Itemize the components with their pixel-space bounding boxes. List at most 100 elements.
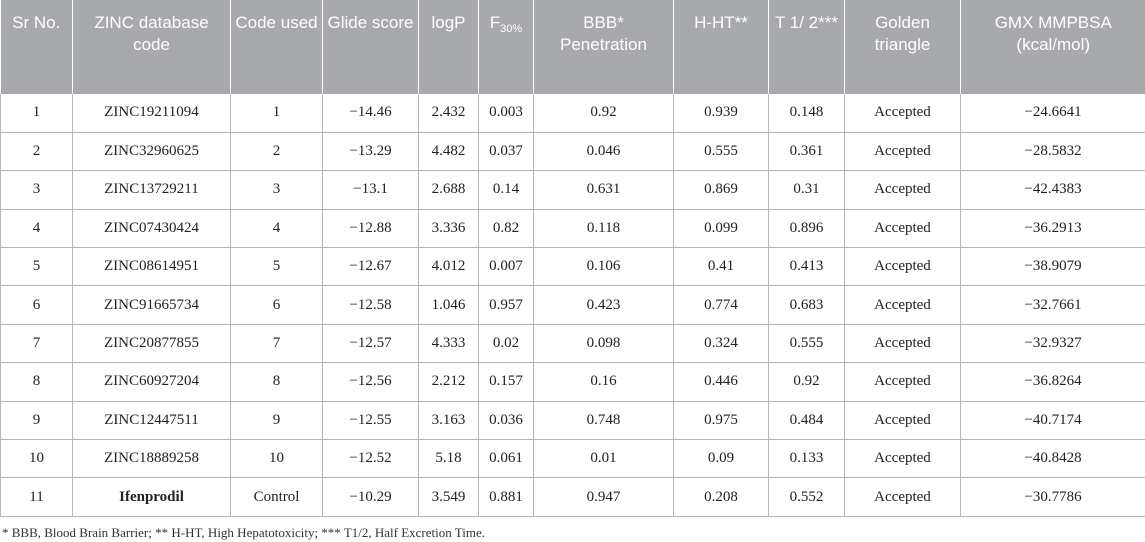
cell-gmx-mmpbsa: −32.9327 [960, 324, 1145, 364]
cell-gmx-mmpbsa: −36.8264 [960, 362, 1145, 402]
cell-zinc-code: ZINC60927204 [72, 362, 231, 402]
cell-f30: 0.82 [478, 209, 534, 249]
cell-golden-triangle: Accepted [844, 477, 961, 517]
cell-logp: 4.482 [418, 132, 479, 172]
header-gmx-mmpbsa: GMX MMPBSA (kcal/mol) [960, 0, 1145, 94]
cell-zinc-code: ZINC20877855 [72, 324, 231, 364]
cell-t-half: 0.683 [768, 285, 845, 325]
table-row: 10 ZINC18889258 10 −12.52 5.18 0.061 0.01 0.09 0… [0, 439, 1145, 479]
cell-golden-triangle: Accepted [844, 94, 961, 133]
cell-t-half: 0.92 [768, 362, 845, 402]
cell-h-ht: 0.41 [673, 247, 769, 287]
cell-sr-no: 5 [0, 247, 73, 287]
cell-h-ht: 0.975 [673, 401, 769, 441]
cell-f30: 0.157 [478, 362, 534, 402]
cell-bbb-penetration: 0.423 [533, 285, 674, 325]
table-row: 8 ZINC60927204 8 −12.56 2.212 0.157 0.16 0.446 0… [0, 362, 1145, 402]
table-footnote: * BBB, Blood Brain Barrier; ** H-HT, Hig… [2, 525, 485, 540]
cell-code-used: 1 [230, 94, 323, 133]
cell-sr-no: 3 [0, 170, 73, 210]
cell-h-ht: 0.555 [673, 132, 769, 172]
cell-code-used: 10 [230, 439, 323, 479]
cell-logp: 4.012 [418, 247, 479, 287]
cell-glide-score: −12.67 [322, 247, 419, 287]
cell-code-used: 3 [230, 170, 323, 210]
cell-bbb-penetration: 0.748 [533, 401, 674, 441]
cell-t-half: 0.133 [768, 439, 845, 479]
cell-glide-score: −12.56 [322, 362, 419, 402]
results-table: Sr No. ZINC database code Code used Glid… [0, 0, 1145, 517]
cell-zinc-code: ZINC19211094 [72, 94, 231, 133]
cell-sr-no: 8 [0, 362, 73, 402]
cell-bbb-penetration: 0.118 [533, 209, 674, 249]
cell-sr-no: 11 [0, 477, 73, 517]
cell-h-ht: 0.774 [673, 285, 769, 325]
table-row: 7 ZINC20877855 7 −12.57 4.333 0.02 0.098 0.324 0… [0, 324, 1145, 364]
table-body: 1 ZINC19211094 1 −14.46 2.432 0.003 0.92 0.939 0… [0, 94, 1145, 517]
cell-glide-score: −12.55 [322, 401, 419, 441]
cell-bbb-penetration: 0.046 [533, 132, 674, 172]
cell-golden-triangle: Accepted [844, 247, 961, 287]
cell-f30: 0.881 [478, 477, 534, 517]
cell-code-used: 4 [230, 209, 323, 249]
cell-code-used: Control [230, 477, 323, 517]
cell-sr-no: 1 [0, 94, 73, 133]
cell-zinc-code: ZINC07430424 [72, 209, 231, 249]
cell-zinc-code: ZINC12447511 [72, 401, 231, 441]
table-row: 11 Ifenprodil Control −10.29 3.549 0.881 0.947… [0, 477, 1145, 517]
cell-glide-score: −10.29 [322, 477, 419, 517]
cell-gmx-mmpbsa: −42.4383 [960, 170, 1145, 210]
cell-h-ht: 0.869 [673, 170, 769, 210]
cell-logp: 3.336 [418, 209, 479, 249]
cell-h-ht: 0.208 [673, 477, 769, 517]
cell-f30: 0.037 [478, 132, 534, 172]
table-row: 4 ZINC07430424 4 −12.88 3.336 0.82 0.118 0.099 0… [0, 209, 1145, 249]
cell-sr-no: 10 [0, 439, 73, 479]
cell-gmx-mmpbsa: −24.6641 [960, 94, 1145, 133]
cell-bbb-penetration: 0.631 [533, 170, 674, 210]
cell-golden-triangle: Accepted [844, 285, 961, 325]
cell-glide-score: −12.88 [322, 209, 419, 249]
cell-zinc-code: ZINC08614951 [72, 247, 231, 287]
cell-t-half: 0.413 [768, 247, 845, 287]
cell-f30: 0.957 [478, 285, 534, 325]
cell-logp: 2.432 [418, 94, 479, 133]
cell-zinc-code: ZINC32960625 [72, 132, 231, 172]
cell-zinc-code: ZINC18889258 [72, 439, 231, 479]
cell-glide-score: −12.57 [322, 324, 419, 364]
cell-f30: 0.061 [478, 439, 534, 479]
cell-f30: 0.02 [478, 324, 534, 364]
cell-t-half: 0.555 [768, 324, 845, 364]
cell-t-half: 0.552 [768, 477, 845, 517]
header-row: Sr No. ZINC database code Code used Glid… [0, 0, 1145, 94]
cell-bbb-penetration: 0.947 [533, 477, 674, 517]
cell-bbb-penetration: 0.098 [533, 324, 674, 364]
cell-logp: 4.333 [418, 324, 479, 364]
cell-f30: 0.003 [478, 94, 534, 133]
cell-logp: 5.18 [418, 439, 479, 479]
cell-gmx-mmpbsa: −38.9079 [960, 247, 1145, 287]
cell-gmx-mmpbsa: −30.7786 [960, 477, 1145, 517]
cell-t-half: 0.896 [768, 209, 845, 249]
table-row: 1 ZINC19211094 1 −14.46 2.432 0.003 0.92 0.939 0… [0, 94, 1145, 133]
cell-h-ht: 0.939 [673, 94, 769, 133]
cell-sr-no: 2 [0, 132, 73, 172]
cell-h-ht: 0.324 [673, 324, 769, 364]
cell-sr-no: 7 [0, 324, 73, 364]
cell-sr-no: 6 [0, 285, 73, 325]
header-code-used: Code used [230, 0, 323, 94]
cell-glide-score: −13.29 [322, 132, 419, 172]
cell-bbb-penetration: 0.92 [533, 94, 674, 133]
cell-code-used: 2 [230, 132, 323, 172]
cell-gmx-mmpbsa: −40.7174 [960, 401, 1145, 441]
cell-f30: 0.14 [478, 170, 534, 210]
cell-gmx-mmpbsa: −36.2913 [960, 209, 1145, 249]
cell-glide-score: −14.46 [322, 94, 419, 133]
cell-golden-triangle: Accepted [844, 324, 961, 364]
cell-f30: 0.007 [478, 247, 534, 287]
cell-bbb-penetration: 0.16 [533, 362, 674, 402]
cell-gmx-mmpbsa: −40.8428 [960, 439, 1145, 479]
header-f30-base: F [489, 13, 501, 32]
cell-gmx-mmpbsa: −28.5832 [960, 132, 1145, 172]
header-f30-subscript: 30% [500, 23, 523, 35]
